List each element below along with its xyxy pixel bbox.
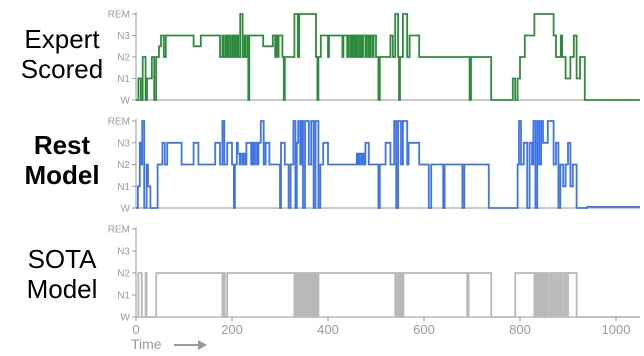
row-label-rest-line1: Rest bbox=[33, 130, 91, 160]
x-axis-arrow-head bbox=[198, 340, 207, 350]
row-label-expert-line2: Scored bbox=[20, 54, 104, 84]
row-label-sota-line2: Model bbox=[26, 274, 98, 304]
series-line-2 bbox=[136, 272, 640, 318]
y-tick-label-2-4: REM bbox=[108, 225, 130, 236]
y-tick-label-0-1: N1 bbox=[117, 74, 130, 85]
row-label-rest-line2: Model bbox=[24, 160, 100, 190]
y-tick-label-2-2: N2 bbox=[117, 269, 130, 280]
y-tick-label-0-0: W bbox=[121, 96, 131, 107]
y-tick-label-1-3: N3 bbox=[117, 138, 130, 149]
x-tick-label-3: 600 bbox=[413, 322, 435, 337]
row-label-sota-line1: SOTA bbox=[27, 244, 97, 274]
y-tick-label-0-3: N3 bbox=[117, 31, 130, 42]
x-tick-label-4: 800 bbox=[509, 322, 531, 337]
x-tick-label-5: 1000 bbox=[602, 322, 631, 337]
y-tick-label-1-0: W bbox=[121, 204, 131, 215]
y-tick-label-2-0: W bbox=[121, 313, 131, 324]
row-label-expert: Expert Scored bbox=[0, 24, 124, 84]
x-tick-label-0: 0 bbox=[132, 322, 139, 337]
row-label-sota: SOTA Model bbox=[0, 244, 124, 304]
y-tick-label-1-2: N2 bbox=[117, 160, 130, 171]
y-tick-label-1-4: REM bbox=[108, 117, 130, 128]
x-tick-label-1: 200 bbox=[221, 322, 243, 337]
y-tick-label-2-3: N3 bbox=[117, 247, 130, 258]
x-tick-label-2: 400 bbox=[317, 322, 339, 337]
series-line-0 bbox=[136, 13, 640, 101]
row-label-rest: Rest Model bbox=[0, 130, 124, 190]
x-axis-label: Time bbox=[131, 336, 162, 352]
y-tick-label-0-4: REM bbox=[108, 10, 130, 21]
series-line-1 bbox=[136, 120, 640, 209]
y-tick-label-0-2: N2 bbox=[117, 53, 130, 64]
y-tick-label-1-1: N1 bbox=[117, 182, 130, 193]
y-tick-label-2-1: N1 bbox=[117, 291, 130, 302]
row-label-expert-line1: Expert bbox=[24, 24, 100, 54]
